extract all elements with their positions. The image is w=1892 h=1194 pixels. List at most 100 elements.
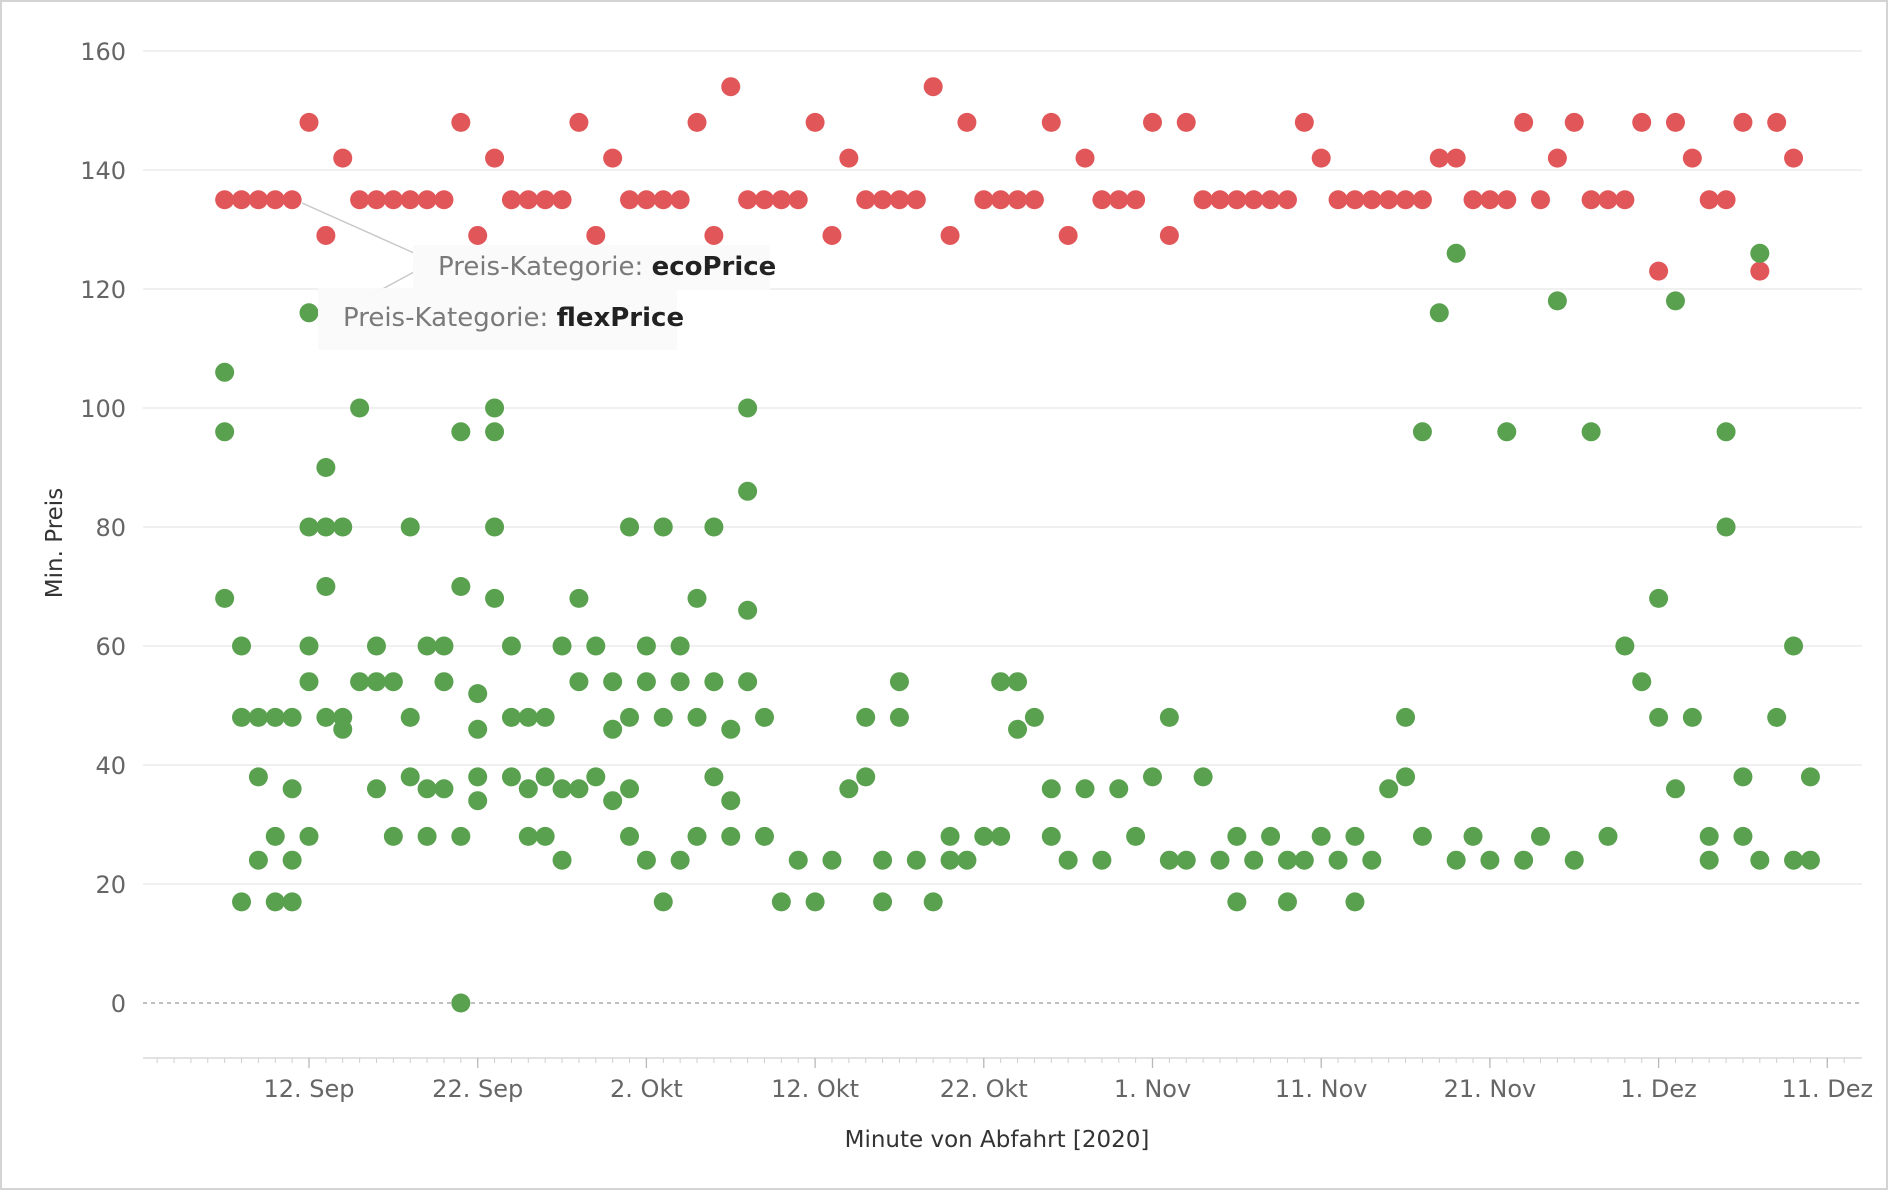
flexPrice-point[interactable] xyxy=(215,422,235,442)
ecoPrice-point[interactable] xyxy=(586,225,606,245)
flexPrice-point[interactable] xyxy=(282,707,302,727)
flexPrice-point[interactable] xyxy=(232,892,252,912)
flexPrice-point[interactable] xyxy=(248,707,268,727)
flexPrice-point[interactable] xyxy=(974,826,994,846)
flexPrice-point[interactable] xyxy=(1008,672,1028,692)
flexPrice-point[interactable] xyxy=(687,707,707,727)
ecoPrice-point[interactable] xyxy=(889,190,909,210)
ecoPrice-point[interactable] xyxy=(552,190,572,210)
ecoPrice-point[interactable] xyxy=(248,190,268,210)
ecoPrice-point[interactable] xyxy=(1109,190,1129,210)
flexPrice-point[interactable] xyxy=(653,892,673,912)
flexPrice-point[interactable] xyxy=(1429,303,1449,323)
flexPrice-point[interactable] xyxy=(822,850,842,870)
flexPrice-point[interactable] xyxy=(1244,850,1264,870)
flexPrice-point[interactable] xyxy=(738,481,758,501)
flexPrice-point[interactable] xyxy=(1227,892,1247,912)
ecoPrice-point[interactable] xyxy=(721,77,741,97)
flexPrice-point[interactable] xyxy=(1800,767,1820,787)
ecoPrice-point[interactable] xyxy=(400,190,420,210)
ecoPrice-point[interactable] xyxy=(316,225,336,245)
flexPrice-point[interactable] xyxy=(754,707,774,727)
ecoPrice-point[interactable] xyxy=(333,148,353,168)
flexPrice-point[interactable] xyxy=(1379,779,1399,799)
ecoPrice-point[interactable] xyxy=(1480,190,1500,210)
flexPrice-point[interactable] xyxy=(1210,850,1230,870)
flexPrice-point[interactable] xyxy=(1716,422,1736,442)
flexPrice-point[interactable] xyxy=(265,826,285,846)
ecoPrice-point[interactable] xyxy=(1581,190,1601,210)
flexPrice-point[interactable] xyxy=(501,636,521,656)
flexPrice-point[interactable] xyxy=(636,636,656,656)
ecoPrice-point[interactable] xyxy=(1294,112,1314,132)
flexPrice-point[interactable] xyxy=(738,600,758,620)
flexPrice-point[interactable] xyxy=(856,707,876,727)
flexPrice-point[interactable] xyxy=(1665,779,1685,799)
flexPrice-point[interactable] xyxy=(1649,707,1669,727)
flexPrice-point[interactable] xyxy=(1784,850,1804,870)
flexPrice-point[interactable] xyxy=(873,850,893,870)
ecoPrice-point[interactable] xyxy=(451,112,471,132)
flexPrice-point[interactable] xyxy=(350,672,370,692)
ecoPrice-point[interactable] xyxy=(1244,190,1264,210)
flexPrice-point[interactable] xyxy=(1446,243,1466,263)
ecoPrice-point[interactable] xyxy=(856,190,876,210)
data-points[interactable] xyxy=(215,77,1820,1013)
flexPrice-point[interactable] xyxy=(451,422,471,442)
flexPrice-point[interactable] xyxy=(468,791,488,811)
flexPrice-point[interactable] xyxy=(316,458,336,477)
ecoPrice-point[interactable] xyxy=(1396,190,1416,210)
flexPrice-point[interactable] xyxy=(282,850,302,870)
flexPrice-point[interactable] xyxy=(316,707,336,727)
flexPrice-point[interactable] xyxy=(1396,707,1416,727)
flexPrice-point[interactable] xyxy=(383,826,403,846)
flexPrice-point[interactable] xyxy=(856,767,876,787)
ecoPrice-point[interactable] xyxy=(1058,225,1078,245)
flexPrice-point[interactable] xyxy=(1362,850,1382,870)
ecoPrice-point[interactable] xyxy=(906,190,926,210)
flexPrice-point[interactable] xyxy=(215,588,235,608)
flexPrice-point[interactable] xyxy=(1396,767,1416,787)
ecoPrice-point[interactable] xyxy=(1699,190,1719,210)
flexPrice-point[interactable] xyxy=(215,362,235,382)
flexPrice-point[interactable] xyxy=(299,303,319,323)
flexPrice-point[interactable] xyxy=(366,636,386,656)
ecoPrice-point[interactable] xyxy=(1092,190,1112,210)
flexPrice-point[interactable] xyxy=(1227,826,1247,846)
flexPrice-point[interactable] xyxy=(1547,291,1567,311)
ecoPrice-point[interactable] xyxy=(1008,190,1028,210)
flexPrice-point[interactable] xyxy=(417,826,437,846)
flexPrice-point[interactable] xyxy=(1598,826,1618,846)
ecoPrice-point[interactable] xyxy=(1412,190,1432,210)
flexPrice-point[interactable] xyxy=(991,826,1011,846)
flexPrice-point[interactable] xyxy=(620,779,640,799)
flexPrice-point[interactable] xyxy=(586,767,606,787)
ecoPrice-point[interactable] xyxy=(738,190,758,210)
flexPrice-point[interactable] xyxy=(400,517,420,537)
flexPrice-point[interactable] xyxy=(940,850,960,870)
flexPrice-point[interactable] xyxy=(1294,850,1314,870)
flexPrice-point[interactable] xyxy=(501,707,521,727)
ecoPrice-point[interactable] xyxy=(569,112,589,132)
flexPrice-point[interactable] xyxy=(839,779,859,799)
flexPrice-point[interactable] xyxy=(1412,422,1432,442)
flexPrice-point[interactable] xyxy=(485,588,505,608)
flexPrice-point[interactable] xyxy=(940,826,960,846)
ecoPrice-point[interactable] xyxy=(215,190,235,210)
flexPrice-point[interactable] xyxy=(1412,826,1432,846)
flexPrice-point[interactable] xyxy=(603,672,623,692)
flexPrice-point[interactable] xyxy=(434,779,454,799)
flexPrice-point[interactable] xyxy=(687,588,707,608)
ecoPrice-point[interactable] xyxy=(1716,190,1736,210)
flexPrice-point[interactable] xyxy=(906,850,926,870)
ecoPrice-point[interactable] xyxy=(1514,112,1534,132)
ecoPrice-point[interactable] xyxy=(1075,148,1095,168)
ecoPrice-point[interactable] xyxy=(265,190,285,210)
flexPrice-point[interactable] xyxy=(366,672,386,692)
flexPrice-point[interactable] xyxy=(485,517,505,537)
flexPrice-point[interactable] xyxy=(485,422,505,442)
ecoPrice-point[interactable] xyxy=(383,190,403,210)
ecoPrice-point[interactable] xyxy=(1531,190,1551,210)
flexPrice-point[interactable] xyxy=(1750,850,1770,870)
